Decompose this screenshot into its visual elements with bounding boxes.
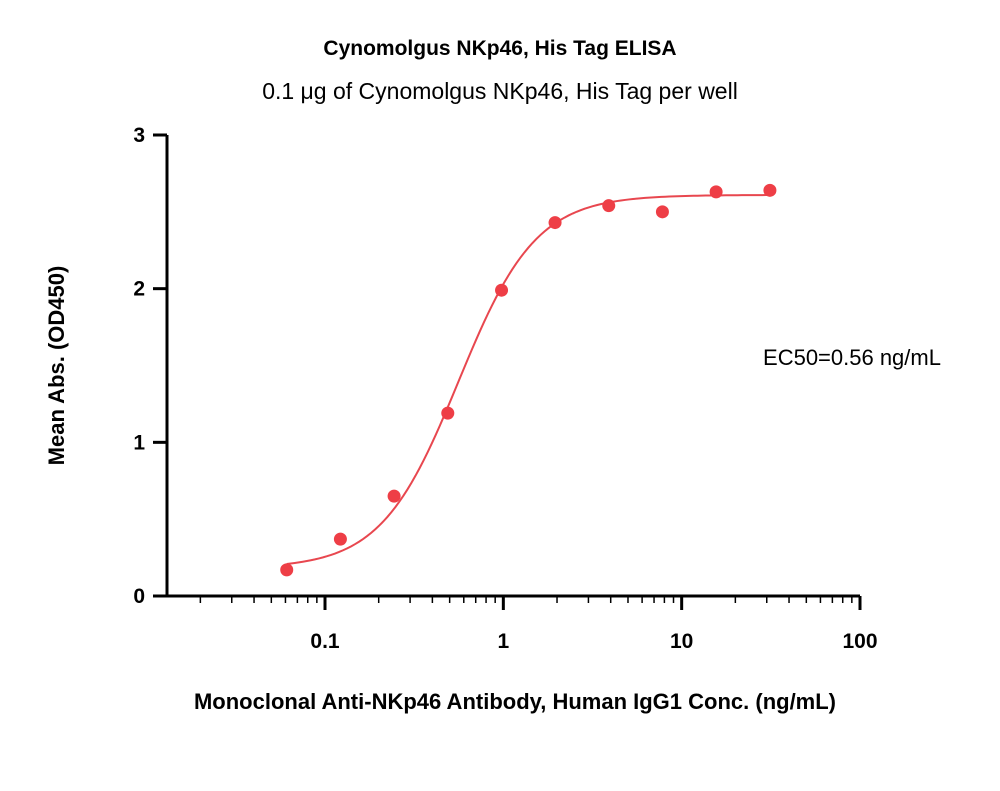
chart-subtitle: 0.1 μg of Cynomolgus NKp46, His Tag per …: [262, 78, 738, 104]
data-point: [441, 406, 455, 420]
data-point: [655, 205, 669, 219]
x-tick-label: 10: [670, 630, 693, 653]
data-points: [280, 183, 777, 577]
y-tick-label: 0: [133, 585, 145, 608]
data-point: [495, 283, 509, 297]
data-point: [548, 216, 562, 230]
data-point: [280, 563, 294, 577]
y-ticks: 0 1 2 3: [133, 124, 167, 608]
x-axis-label: Monoclonal Anti-NKp46 Antibody, Human Ig…: [194, 689, 836, 714]
y-tick-label: 3: [133, 124, 145, 147]
data-point: [333, 532, 347, 546]
data-point: [763, 183, 777, 197]
y-axis-label: Mean Abs. (OD450): [44, 266, 69, 466]
ec50-annotation: EC50=0.56 ng/mL: [763, 345, 941, 370]
data-point: [602, 199, 616, 213]
x-tick-label: 0.1: [310, 630, 340, 653]
data-point: [709, 185, 723, 199]
y-tick-label: 2: [133, 278, 145, 301]
fit-curve: [286, 194, 770, 565]
y-tick-label: 1: [133, 431, 145, 454]
x-ticks: 0.1 1 10 100: [199, 596, 878, 653]
axes: [165, 135, 860, 598]
chart-title: Cynomolgus NKp46, His Tag ELISA: [323, 37, 677, 60]
x-tick-label: 100: [842, 630, 877, 653]
x-tick-label: 1: [497, 630, 509, 653]
data-point: [387, 489, 401, 503]
